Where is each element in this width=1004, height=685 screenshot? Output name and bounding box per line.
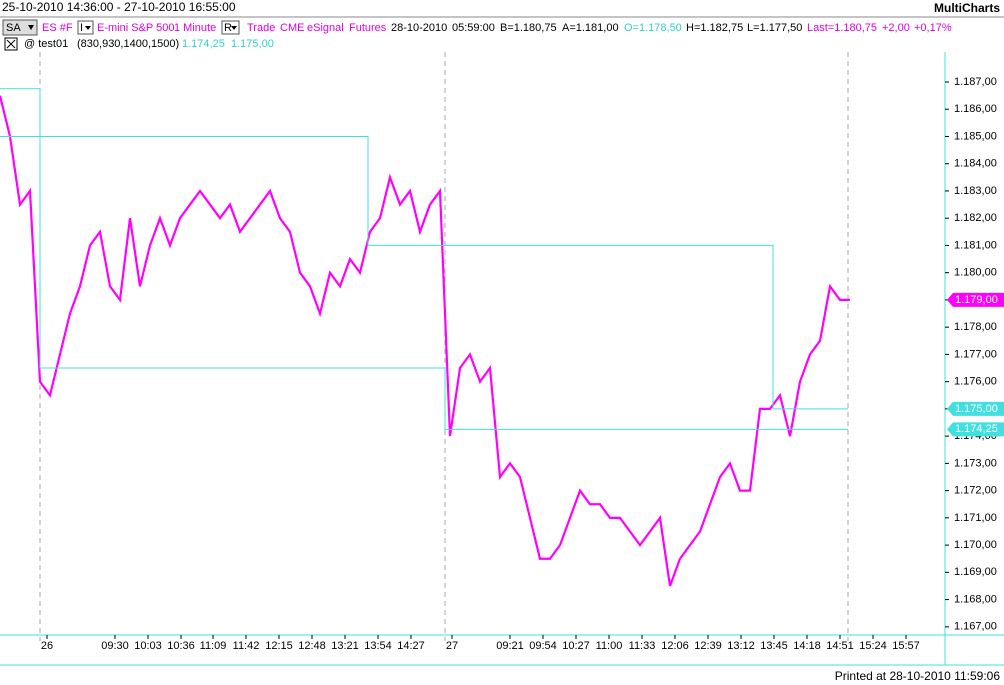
footer: Printed at 28-10-2010 11:59:06 (835, 669, 1001, 683)
app-name: MultiCharts (934, 1, 1000, 15)
x-tick-label: 09:21 (496, 640, 524, 652)
y-tick-label: 1.178,00 (954, 321, 997, 333)
y-tick-label: 1.185,00 (954, 130, 997, 142)
y-tick-label: 1.168,00 (954, 593, 997, 605)
y-tick-label: 1.171,00 (954, 512, 997, 524)
symbol-field: CME (280, 22, 304, 34)
x-tick-label: 11:33 (629, 640, 656, 652)
button-label: I (80, 22, 83, 34)
y-tick-label: 1.169,00 (954, 566, 997, 578)
r-button[interactable] (221, 20, 240, 35)
y-tick-label: 1.176,00 (954, 376, 997, 388)
price-marker (947, 292, 1004, 307)
x-tick-label: 09:54 (529, 640, 557, 652)
x-tick-label: 12:39 (694, 640, 722, 652)
y-tick-label: 1.187,00 (954, 76, 997, 88)
x-tick-label: 27 (446, 640, 458, 652)
dropdown-arrow (28, 25, 34, 30)
symbol-field: 05:59:00 (452, 22, 495, 34)
x-tick-label: 10:36 (167, 640, 195, 652)
symbol-field: Trade (247, 22, 275, 34)
price-line (0, 95, 850, 587)
symbol-field: 28-10-2010 (391, 22, 447, 34)
price-marker (947, 401, 1004, 416)
study-line (0, 88, 848, 430)
dropdown-arrow (231, 26, 237, 30)
i-button[interactable] (77, 20, 94, 35)
y-tick-label: 1.186,00 (954, 103, 997, 115)
x-tick-label: 11:09 (200, 640, 227, 652)
y-tick-label: 1.181,00 (954, 239, 997, 251)
x-tick-label: 13:21 (331, 640, 359, 652)
symbol-field: Last=1.180,75 (807, 22, 877, 34)
symbol-field: 1 Minute (174, 22, 216, 34)
price-marker-label: 1.179,00 (955, 294, 998, 306)
x-tick-label: 13:12 (727, 640, 755, 652)
x-tick-label: 15:57 (892, 640, 920, 652)
x-tick-label: 12:15 (265, 640, 293, 652)
y-tick-label: 1.180,00 (954, 267, 997, 279)
symbol-field: H=1.182,75 (686, 22, 743, 34)
x-tick-label: 26 (41, 640, 53, 652)
x-tick-label: 14:18 (793, 640, 821, 652)
button-label: R (224, 22, 232, 34)
price-marker-label: 1.175,00 (955, 403, 998, 415)
y-tick-label: 1.183,00 (954, 185, 997, 197)
x-tick-label: 12:06 (661, 640, 689, 652)
symbol-field: O=1.178,50 (624, 22, 682, 34)
y-tick-label: 1.182,00 (954, 212, 997, 224)
y-tick-label: 1.184,00 (954, 158, 997, 170)
x-tick-label: 10:27 (562, 640, 590, 652)
symbol-field: +2,00 (882, 22, 910, 34)
price-marker-label: 1.174,25 (955, 423, 998, 435)
symbol-field: eSignal (307, 22, 344, 34)
x-tick-label: 15:24 (859, 640, 887, 652)
symbol-field: L=1.177,50 (747, 22, 802, 34)
x-tick-label: 14:51 (826, 640, 854, 652)
dropdown-arrow (85, 26, 91, 30)
x-tick-label: 10:03 (134, 640, 162, 652)
study-name: @ test01 (24, 38, 68, 50)
y-tick-label: 1.172,00 (954, 485, 997, 497)
symbol-field: A=1.181,00 (562, 22, 619, 34)
study-value: 1.175,00 (231, 38, 274, 50)
y-tick-label: 1.177,00 (954, 348, 997, 360)
y-tick-label: 1.167,00 (954, 621, 997, 633)
x-tick-label: 14:27 (397, 640, 425, 652)
price-marker (947, 422, 1004, 437)
symbol-field: +0,17% (914, 22, 952, 34)
study-params: (830,930,1400,1500) (77, 38, 179, 50)
y-tick-label: 1.170,00 (954, 539, 997, 551)
close-icon (6, 39, 16, 49)
x-tick-label: 13:54 (364, 640, 392, 652)
button-label: SA (6, 22, 21, 34)
x-tick-label: 11:00 (596, 640, 623, 652)
study-line (0, 135, 848, 410)
symbol-field: B=1.180,75 (500, 22, 557, 34)
symbol-field: Futures (349, 22, 387, 34)
date-range: 25-10-2010 14:36:00 - 27-10-2010 16:55:0… (2, 0, 236, 14)
x-tick-label: 12:48 (298, 640, 326, 652)
symbol-bar: ES #F E-mini S&P 500 1 Minute Trade CME eSign… (42, 22, 952, 34)
x-tick-label: 13:45 (760, 640, 788, 652)
symbol-field: ES #F (42, 22, 73, 34)
sa-button[interactable] (2, 19, 38, 36)
x-tick-label: 11:42 (233, 640, 260, 652)
y-tick-label: 1.173,00 (954, 457, 997, 469)
symbol-field: E-mini S&P 500 (97, 22, 174, 34)
x-tick-label: 09:30 (101, 640, 129, 652)
study-value: 1.174,25 (182, 38, 225, 50)
